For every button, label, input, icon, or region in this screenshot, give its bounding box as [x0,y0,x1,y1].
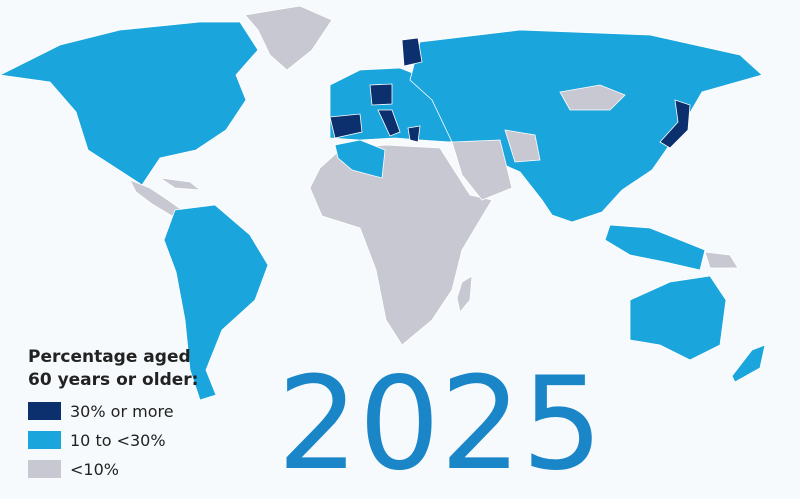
italy [377,109,401,137]
south-america [163,204,269,401]
legend-label: 10 to <30% [70,431,166,450]
legend-label: 30% or more [70,402,174,421]
legend-title-line: Percentage aged [28,347,191,367]
world-map [0,5,766,401]
southeast-asia [604,224,706,271]
legend-swatch [28,431,61,449]
legend-title-line: 60 years or older: [28,370,198,390]
papua [704,251,739,269]
finland [401,37,423,67]
greenland [244,5,333,71]
legend-swatch [28,460,61,478]
japan [659,99,691,149]
middle-east [451,139,513,201]
greece [407,125,421,143]
australia [629,275,727,361]
legend: 30% or more 10 to <30% <10% [28,402,174,479]
new-zealand [731,344,766,383]
germany [369,83,393,106]
legend-swatch [28,402,61,420]
central-asia [504,129,541,163]
legend-label: <10% [70,460,119,479]
spain [329,113,363,139]
mongolia [559,84,626,111]
caribbean [159,177,202,191]
year-label: 2025 [277,350,603,499]
africa [309,144,493,346]
north-america [0,21,259,186]
madagascar [456,275,473,313]
